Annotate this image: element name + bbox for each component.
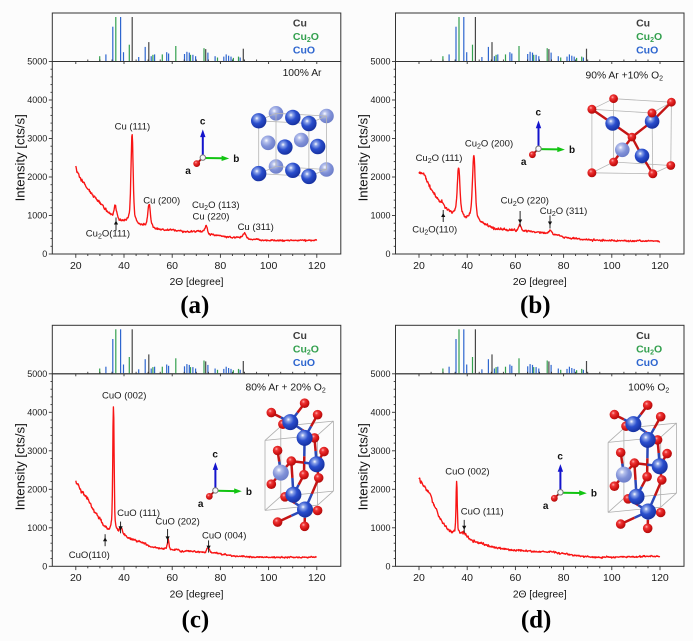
svg-text:CuO (002): CuO (002): [445, 467, 489, 478]
svg-text:2Θ [degree]: 2Θ [degree]: [170, 277, 224, 288]
svg-text:CuO (004): CuO (004): [202, 530, 246, 541]
svg-text:CuO (202): CuO (202): [155, 517, 199, 528]
svg-text:60: 60: [510, 260, 522, 272]
svg-text:1000: 1000: [370, 523, 390, 533]
svg-text:Cu2O(110): Cu2O(110): [412, 225, 457, 237]
svg-text:100: 100: [603, 572, 621, 584]
svg-text:CuO: CuO: [636, 357, 658, 369]
svg-text:120: 120: [308, 260, 326, 272]
svg-text:(d): (d): [521, 606, 552, 633]
svg-text:Cu: Cu: [293, 18, 307, 30]
svg-text:0: 0: [42, 561, 47, 571]
svg-text:4000: 4000: [370, 95, 390, 105]
svg-text:CuO(110): CuO(110): [69, 550, 110, 561]
svg-text:CuO (111): CuO (111): [461, 507, 504, 518]
svg-text:2000: 2000: [27, 172, 47, 182]
svg-text:40: 40: [461, 572, 473, 584]
svg-text:120: 120: [651, 260, 669, 272]
svg-text:Cu2O (311): Cu2O (311): [540, 206, 588, 218]
svg-text:1000: 1000: [370, 211, 390, 221]
svg-text:3000: 3000: [370, 446, 390, 456]
svg-text:3000: 3000: [370, 134, 390, 144]
svg-text:5000: 5000: [27, 57, 47, 67]
svg-text:2000: 2000: [27, 484, 47, 494]
svg-text:Intensity [cts/s]: Intensity [cts/s]: [13, 423, 28, 510]
svg-text:2Θ [degree]: 2Θ [degree]: [170, 589, 224, 600]
svg-text:Cu (200): Cu (200): [143, 196, 180, 207]
svg-text:Cu2O(111): Cu2O(111): [86, 228, 130, 240]
svg-text:CuO (111): CuO (111): [117, 508, 160, 519]
svg-text:Intensity [cts/s]: Intensity [cts/s]: [356, 423, 371, 510]
svg-text:CuO: CuO: [293, 357, 315, 369]
svg-text:5000: 5000: [27, 369, 47, 379]
svg-text:Cu: Cu: [636, 330, 650, 342]
svg-text:2000: 2000: [370, 172, 390, 182]
svg-text:60: 60: [166, 260, 178, 272]
svg-text:1000: 1000: [27, 523, 47, 533]
svg-text:4000: 4000: [27, 95, 47, 105]
svg-text:80: 80: [215, 260, 227, 272]
svg-text:Intensity [cts/s]: Intensity [cts/s]: [12, 114, 27, 201]
svg-text:5000: 5000: [370, 57, 390, 67]
svg-text:2Θ [degree]: 2Θ [degree]: [513, 277, 567, 288]
svg-text:3000: 3000: [27, 446, 47, 456]
svg-text:(a): (a): [180, 292, 209, 319]
svg-text:40: 40: [461, 260, 473, 272]
svg-text:Cu2O (113): Cu2O (113): [192, 200, 240, 212]
svg-text:1000: 1000: [27, 211, 47, 221]
svg-text:(b): (b): [520, 292, 551, 319]
svg-text:100% O2: 100% O2: [628, 383, 669, 395]
svg-text:CuO: CuO: [293, 45, 315, 57]
svg-text:0: 0: [42, 249, 47, 259]
svg-text:60: 60: [166, 572, 178, 584]
svg-text:2000: 2000: [370, 484, 390, 494]
svg-text:100% Ar: 100% Ar: [283, 68, 322, 79]
svg-text:20: 20: [70, 572, 82, 584]
svg-text:2Θ [degree]: 2Θ [degree]: [513, 589, 567, 600]
svg-text:80% Ar + 20% O2: 80% Ar + 20% O2: [245, 382, 325, 394]
svg-text:CuO: CuO: [636, 45, 658, 57]
svg-text:100: 100: [260, 260, 278, 272]
svg-text:Cu2O: Cu2O: [293, 343, 319, 356]
svg-text:0: 0: [385, 561, 390, 571]
svg-text:Cu: Cu: [636, 18, 650, 30]
svg-text:Cu2O: Cu2O: [636, 343, 662, 356]
svg-text:5000: 5000: [370, 369, 390, 379]
svg-text:80: 80: [215, 572, 227, 584]
svg-text:CuO (002): CuO (002): [102, 390, 146, 401]
svg-text:20: 20: [413, 260, 425, 272]
svg-text:4000: 4000: [370, 407, 390, 417]
svg-text:3000: 3000: [27, 134, 47, 144]
svg-text:Cu (111): Cu (111): [115, 121, 151, 132]
svg-text:80: 80: [558, 260, 570, 272]
svg-text:60: 60: [510, 572, 522, 584]
svg-text:4000: 4000: [27, 407, 47, 417]
svg-text:100: 100: [603, 260, 621, 272]
svg-text:100: 100: [260, 572, 278, 584]
svg-text:0: 0: [385, 249, 390, 259]
svg-text:Cu2O: Cu2O: [293, 31, 319, 44]
svg-text:Cu (220): Cu (220): [193, 212, 230, 223]
svg-text:Cu2O: Cu2O: [636, 31, 662, 44]
svg-text:120: 120: [651, 572, 669, 584]
svg-text:40: 40: [118, 572, 130, 584]
svg-text:40: 40: [118, 260, 130, 272]
svg-text:(c): (c): [182, 606, 210, 633]
svg-text:120: 120: [308, 572, 326, 584]
svg-text:Cu2O (220): Cu2O (220): [501, 196, 549, 208]
svg-text:Cu (311): Cu (311): [238, 222, 274, 233]
svg-text:Cu: Cu: [293, 330, 307, 342]
svg-text:90% Ar +10% O2: 90% Ar +10% O2: [586, 71, 664, 83]
svg-text:20: 20: [70, 260, 82, 272]
svg-text:80: 80: [558, 572, 570, 584]
svg-text:20: 20: [413, 572, 425, 584]
svg-text:Cu2O (200): Cu2O (200): [465, 139, 513, 151]
svg-text:Intensity [cts/s]: Intensity [cts/s]: [356, 114, 371, 201]
svg-text:Cu2O (111): Cu2O (111): [416, 153, 463, 165]
